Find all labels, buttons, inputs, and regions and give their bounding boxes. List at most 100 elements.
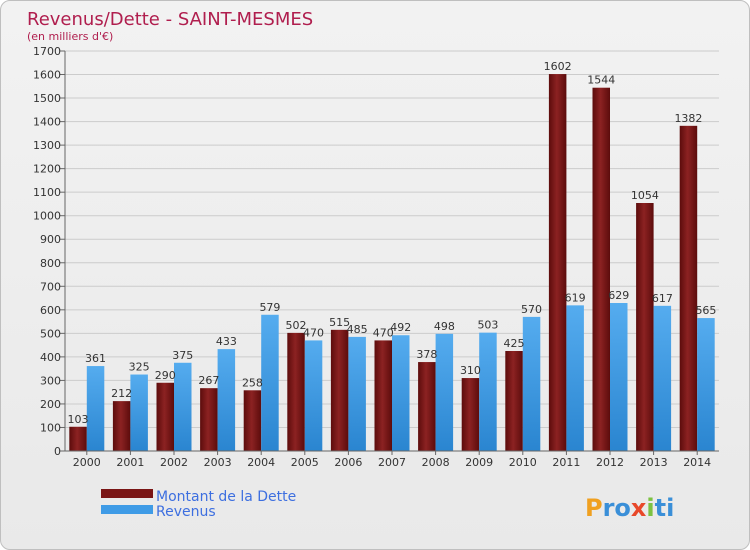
bar-dette	[112, 401, 131, 451]
bar-revenus-label: 503	[477, 319, 498, 332]
bar-revenus	[566, 305, 584, 451]
bar-dette	[592, 87, 610, 452]
bar-dette	[636, 203, 654, 451]
x-tick-label: 2013	[640, 456, 668, 469]
chart-title: Revenus/Dette - SAINT-MESMES	[27, 9, 313, 30]
legend-label-debt: Montant de la Dette	[156, 489, 296, 505]
bar-revenus	[653, 305, 672, 451]
bar-revenus-label: 570	[521, 303, 542, 316]
x-tick-label: 2011	[552, 456, 580, 469]
bar-dette-label: 502	[286, 319, 307, 332]
y-tick-label: 700	[40, 280, 61, 293]
data-labels: 1033612123252903752674332585795024705154…	[68, 60, 717, 426]
bar-dette-label: 425	[504, 337, 525, 350]
x-tick-label: 2002	[160, 456, 188, 469]
y-tick-label: 500	[40, 327, 61, 340]
bar-dette-label: 1602	[544, 60, 572, 73]
bar-dette	[461, 378, 480, 451]
bar-revenus-label: 361	[85, 352, 106, 365]
y-tick-label: 300	[40, 374, 61, 387]
bar-revenus-label: 619	[565, 291, 586, 304]
chart-subtitle: (en milliers d'€)	[27, 30, 113, 43]
bar-dette-label: 378	[416, 348, 437, 361]
x-tick-label: 2001	[116, 456, 144, 469]
bar-revenus	[435, 333, 454, 451]
svg-text:Proxiti: Proxiti	[585, 494, 674, 522]
y-tick-label: 1500	[33, 92, 61, 105]
y-tick-label: 1100	[33, 186, 61, 199]
bar-revenus-label: 565	[695, 304, 716, 317]
bar-dette	[374, 340, 392, 451]
bar-revenus	[697, 318, 715, 451]
y-tick-label: 800	[40, 257, 61, 270]
bar-revenus	[522, 316, 541, 451]
x-tick-label: 2009	[465, 456, 493, 469]
bars	[69, 74, 715, 452]
x-tick-label: 2006	[334, 456, 362, 469]
bar-dette-label: 103	[68, 413, 89, 426]
bar-dette-label: 212	[111, 387, 132, 400]
bar-revenus	[304, 340, 323, 451]
x-axis-ticks: 2000 2001 2002 2003 2004 2005 2006 2007 2008 2009…	[73, 451, 711, 469]
y-tick-label: 1400	[33, 116, 61, 129]
bar-revenus-label: 492	[390, 321, 411, 334]
legend-swatch-revenus	[101, 505, 153, 514]
bar-dette	[243, 390, 262, 451]
bar-dette	[548, 74, 567, 451]
bar-revenus	[174, 362, 192, 451]
y-tick-label: 1600	[33, 69, 61, 82]
legend: Montant de la Dette Revenus	[101, 489, 296, 520]
legend-label-revenus: Revenus	[156, 504, 216, 520]
bar-dette	[156, 382, 174, 451]
y-tick-label: 100	[40, 421, 61, 434]
bar-dette-label: 258	[242, 376, 263, 389]
x-tick-label: 2007	[378, 456, 406, 469]
bar-dette-label: 515	[329, 316, 350, 329]
bar-dette-label: 290	[155, 369, 176, 382]
bar-revenus	[479, 332, 497, 451]
bar-dette-label: 310	[460, 364, 481, 377]
y-tick-label: 1300	[33, 139, 61, 152]
y-tick-label: 200	[40, 398, 61, 411]
bar-dette	[200, 388, 218, 451]
bar-dette	[330, 329, 349, 451]
bar-revenus-label: 629	[608, 289, 629, 302]
bar-revenus-label: 485	[347, 323, 368, 336]
bar-dette-label: 1054	[631, 189, 659, 202]
bar-dette-label: 267	[198, 374, 219, 387]
bar-revenus	[217, 349, 236, 451]
y-tick-label: 0	[54, 445, 61, 458]
bar-revenus	[86, 366, 105, 451]
bar-dette-label: 1544	[587, 74, 615, 87]
x-tick-label: 2010	[509, 456, 537, 469]
bar-dette	[418, 362, 436, 451]
y-tick-label: 900	[40, 233, 61, 246]
bar-revenus	[392, 335, 410, 451]
x-tick-label: 2014	[683, 456, 711, 469]
bar-dette-label: 470	[373, 326, 394, 339]
bar-revenus	[610, 303, 628, 451]
y-tick-label: 1000	[33, 210, 61, 223]
bar-revenus-label: 433	[216, 335, 237, 348]
proxiti-logo: Proxiti	[585, 494, 674, 522]
y-tick-label: 1700	[33, 45, 61, 58]
x-tick-label: 2005	[291, 456, 319, 469]
y-axis-ticks: 0 100 200 300 400 500 600 700 800 900 1000 1100 1200…	[33, 45, 65, 458]
x-tick-label: 2012	[596, 456, 624, 469]
x-tick-label: 2003	[204, 456, 232, 469]
bar-revenus	[348, 336, 366, 451]
x-tick-label: 2004	[247, 456, 275, 469]
bar-revenus	[130, 374, 148, 451]
bar-revenus-label: 470	[303, 326, 324, 339]
x-tick-label: 2000	[73, 456, 101, 469]
y-tick-label: 400	[40, 351, 61, 364]
bar-revenus-label: 325	[129, 361, 150, 374]
bar-dette	[69, 426, 87, 451]
bar-revenus-label: 617	[652, 292, 673, 305]
bar-revenus	[261, 314, 279, 451]
bar-dette	[505, 351, 523, 451]
bar-dette-label: 1382	[674, 112, 702, 125]
y-tick-label: 600	[40, 304, 61, 317]
bar-revenus-label: 375	[172, 349, 193, 362]
